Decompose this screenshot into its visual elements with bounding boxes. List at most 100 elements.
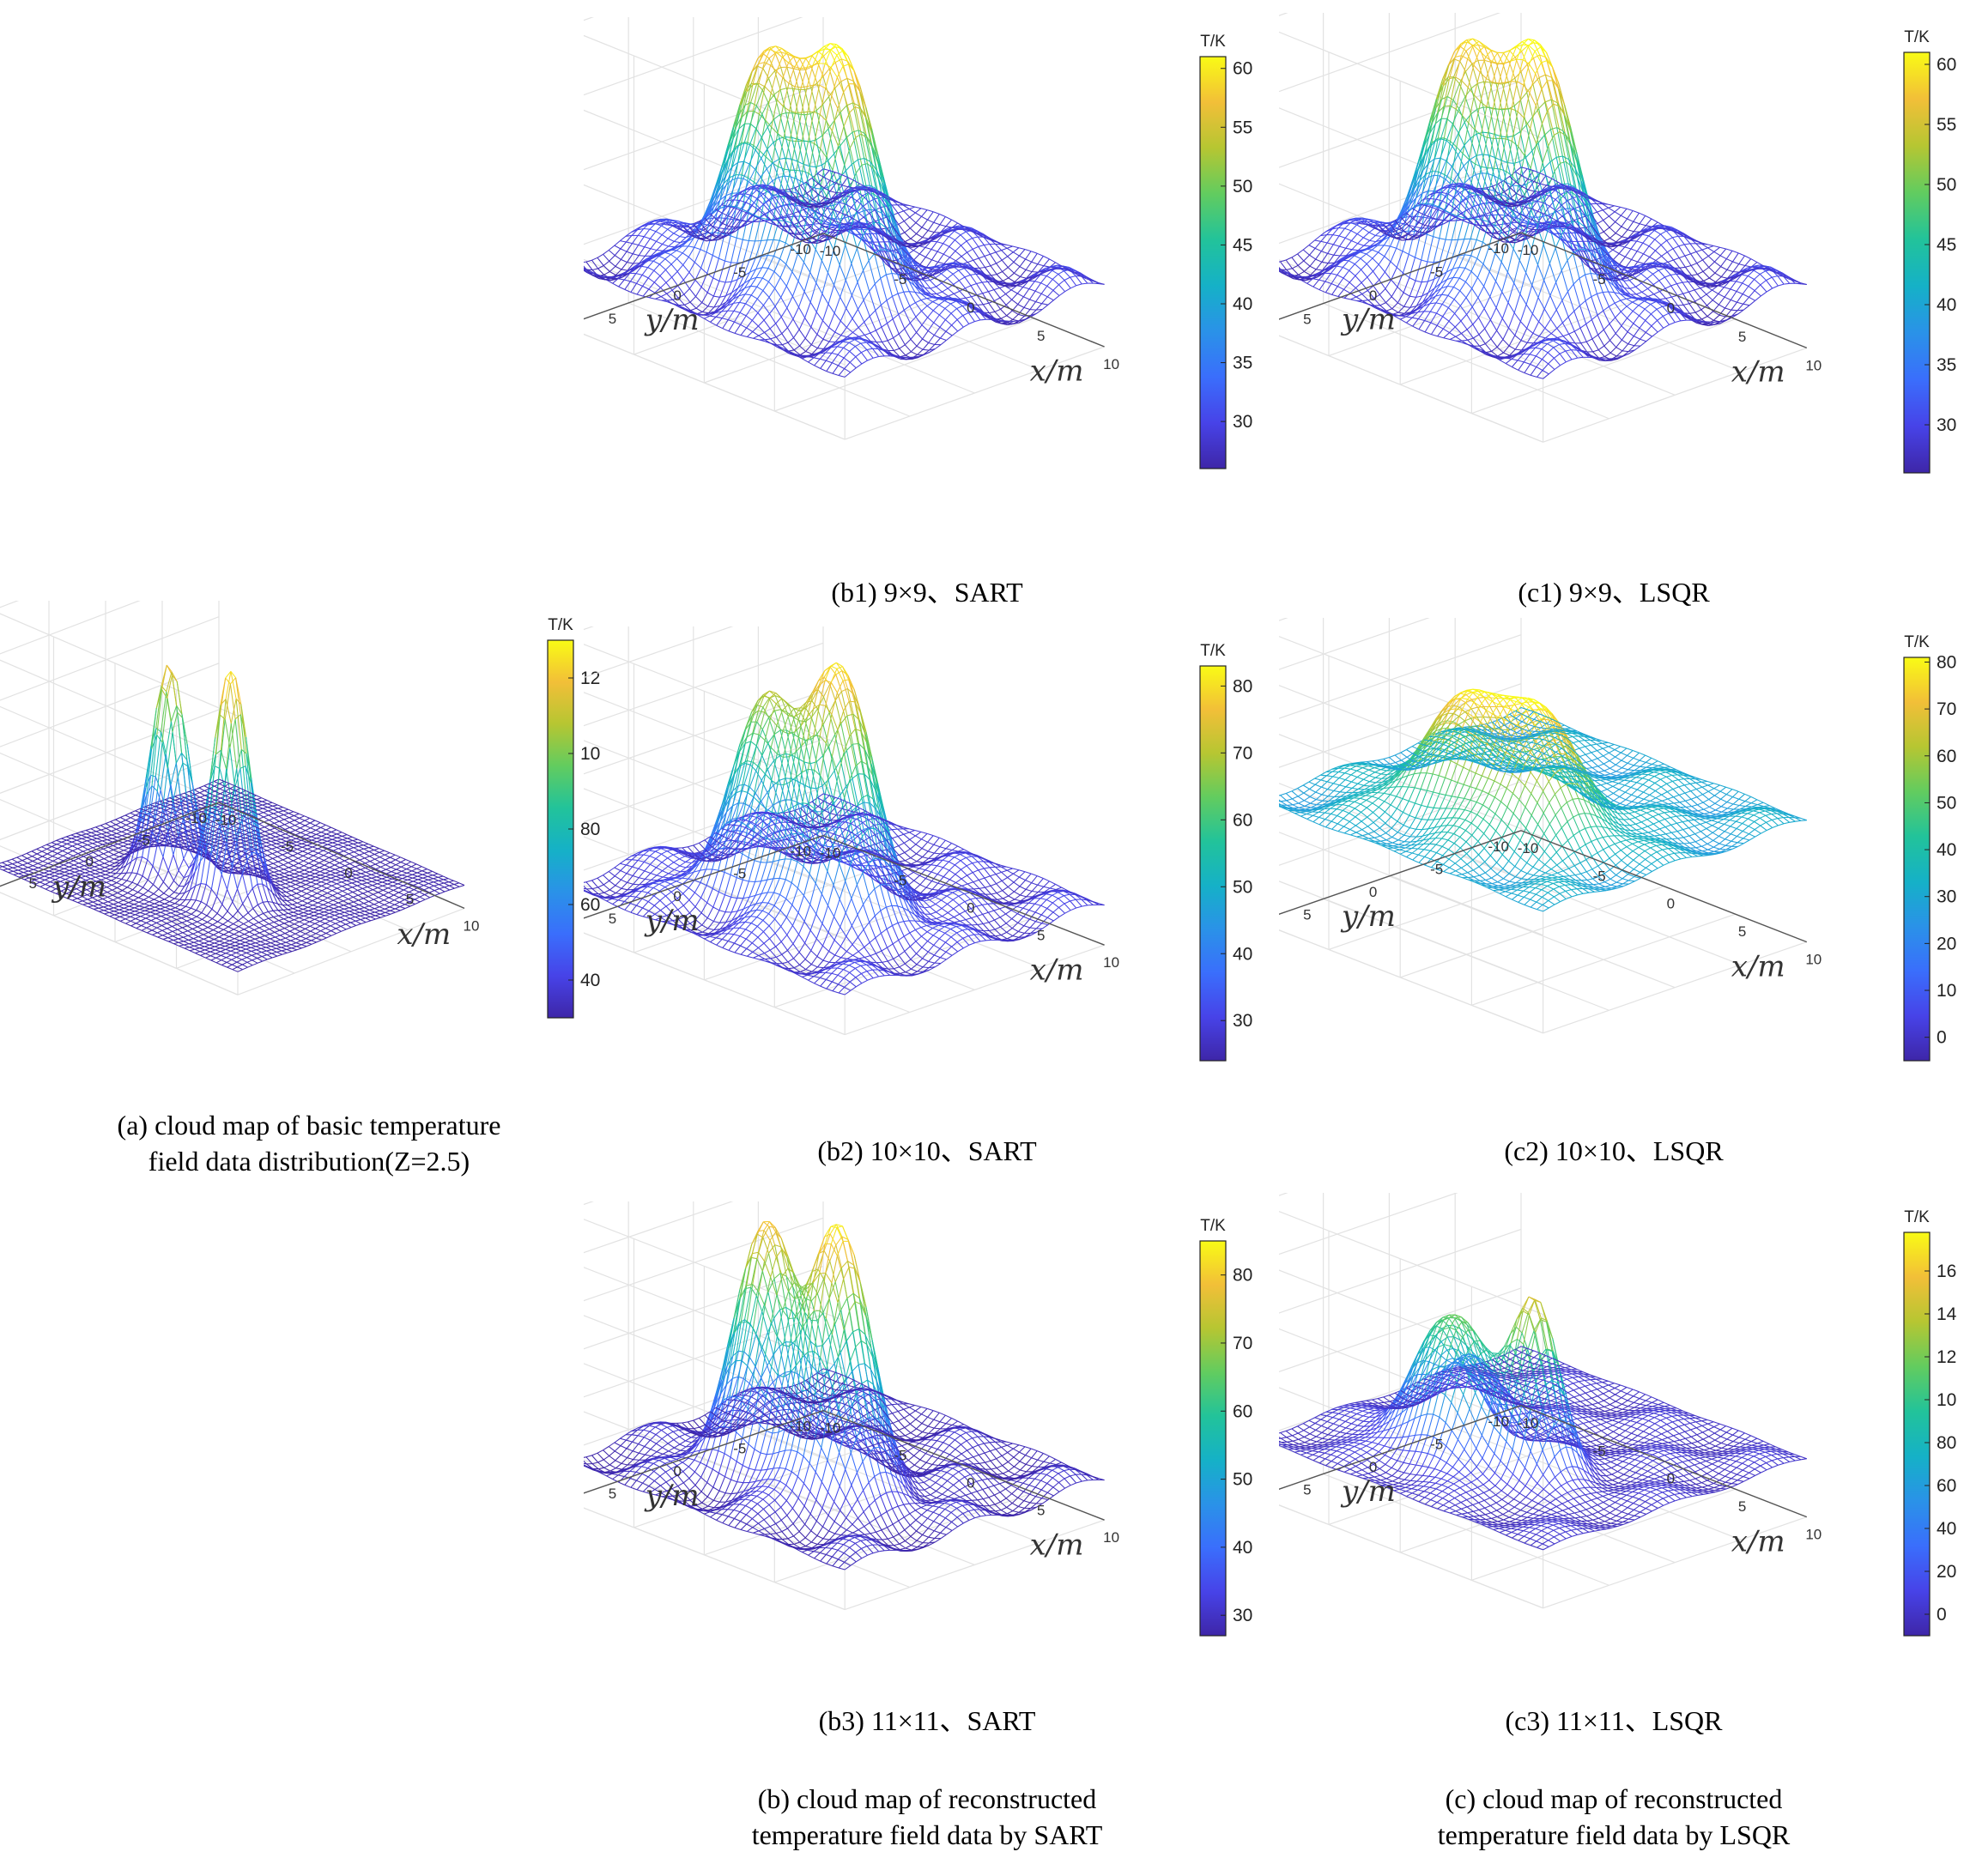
y-tick-label: -10 — [1488, 1413, 1509, 1430]
caption-b1: (b1) 9×9、SART — [670, 571, 1185, 610]
axis-lines — [1279, 1405, 1808, 1518]
x-tick-label: -5 — [281, 838, 294, 855]
surface-mesh — [1279, 1296, 1807, 1551]
surface-chart-b2: -10-505101050-5-10200300400500600700800T… — [584, 626, 1253, 1062]
y-tick-label: 0 — [673, 287, 681, 304]
y-tick-label: -5 — [1430, 264, 1443, 281]
colorbar-tick-label: 350 — [1233, 354, 1253, 373]
colorbar-tick-label: 600 — [1937, 1476, 1957, 1496]
x-axis-label: x/m — [1731, 1525, 1785, 1559]
y-tick-label: -10 — [790, 241, 811, 257]
colorbar-tick-label: 0 — [1937, 1605, 1947, 1625]
x-tick-label: -10 — [820, 1420, 841, 1437]
caption-a-line-1: (a) cloud map of basic temperature — [43, 1107, 575, 1143]
colorbar-title: T/K — [1200, 642, 1226, 660]
colorbar-tick-label: 800 — [1233, 676, 1253, 696]
surface-chart-a: -10-505101050-5-102004006008001000120014… — [0, 601, 601, 1019]
x-tick-label: 10 — [1805, 1527, 1822, 1543]
x-tick-label: -10 — [820, 243, 841, 259]
panel-b1: -10-505101050-5-10200300400500600T/Kx/my… — [584, 17, 1253, 532]
colorbar-tick-label: 400 — [1233, 944, 1253, 964]
x-tick-label: 10 — [1103, 356, 1119, 372]
x-tick-label: -10 — [820, 845, 841, 862]
y-tick-label: 5 — [609, 1486, 616, 1502]
x-tick-label: 5 — [1037, 927, 1045, 943]
surface-mesh — [1279, 38, 1807, 379]
x-tick-label: 5 — [1037, 328, 1045, 344]
x-tick-label: -10 — [1518, 840, 1539, 856]
y-axis-label: y/m — [1340, 899, 1396, 934]
x-tick-label: 0 — [967, 1474, 974, 1491]
colorbar-tick-label: 400 — [580, 971, 601, 990]
y-tick-label: -5 — [733, 1441, 746, 1457]
x-tick-label: -5 — [894, 1448, 906, 1464]
surface-mesh — [584, 662, 1105, 995]
y-axis-label: y/m — [644, 904, 700, 938]
colorbar — [1199, 56, 1227, 469]
y-tick-label: -10 — [790, 844, 811, 860]
colorbar-tick-label: 800 — [1937, 652, 1957, 672]
x-axis-label: x/m — [1030, 953, 1084, 988]
caption-b2: (b2) 10×10、SART — [670, 1129, 1185, 1169]
colorbar-tick-label: 300 — [1233, 412, 1253, 432]
group-caption-c-line-1: (c) cloud map of reconstructed — [1356, 1781, 1871, 1817]
colorbar-title: T/K — [548, 616, 573, 634]
x-tick-label: 0 — [1667, 896, 1675, 912]
colorbar-tick-label: 200 — [1937, 934, 1957, 953]
x-tick-label: 0 — [344, 865, 352, 881]
colorbar — [1903, 1232, 1931, 1637]
x-tick-label: 0 — [1667, 300, 1675, 316]
colorbar-tick-label: 1200 — [1937, 1347, 1957, 1367]
colorbar-tick-label: 700 — [1233, 743, 1253, 763]
x-tick-label: 5 — [1738, 923, 1746, 940]
colorbar-tick-label: 300 — [1233, 1606, 1253, 1625]
colorbar-tick-label: 600 — [1233, 1401, 1253, 1421]
colorbar-tick-label: 300 — [1233, 1011, 1253, 1031]
colorbar-tick-label: 600 — [1937, 55, 1957, 75]
surface-chart-c2: -10-505101050-5-10-20002004006008001000T… — [1279, 618, 1957, 1062]
colorbar-tick-label: 200 — [1937, 1562, 1957, 1582]
colorbar-title: T/K — [1904, 633, 1930, 651]
caption-a: (a) cloud map of basic temperature field… — [43, 1107, 575, 1179]
colorbar-tick-label: 1600 — [1937, 1262, 1957, 1281]
x-tick-label: -10 — [215, 812, 237, 828]
colorbar-tick-label: 500 — [1937, 793, 1957, 813]
x-tick-label: 10 — [1103, 1529, 1119, 1546]
colorbar-title: T/K — [1200, 33, 1226, 51]
panel-b3: -10-505101050-5-10200300400500600700800T… — [584, 1201, 1253, 1699]
y-tick-label: -5 — [137, 832, 150, 848]
colorbar-tick-label: 550 — [1233, 118, 1253, 137]
y-tick-label: -10 — [1488, 838, 1509, 855]
colorbar-tick-label: 0 — [1937, 1028, 1947, 1048]
x-tick-label: -5 — [894, 271, 906, 287]
axis-lines — [0, 802, 465, 910]
panel-a: -10-505101050-5-102004006008001000120014… — [0, 601, 601, 1081]
y-tick-label: 5 — [1303, 1481, 1311, 1498]
colorbar-tick-label: 400 — [1937, 295, 1957, 315]
caption-c1: (c1) 9×9、LSQR — [1356, 571, 1871, 610]
y-tick-label: -5 — [733, 866, 746, 882]
colorbar-title: T/K — [1904, 1208, 1930, 1226]
y-tick-label: 0 — [86, 854, 94, 870]
y-axis-label: y/m — [1340, 303, 1396, 337]
colorbar-tick-label: 1000 — [1937, 1390, 1957, 1410]
colorbar-tick-label: 350 — [1937, 355, 1957, 375]
colorbar-tick-label: 300 — [1937, 415, 1957, 435]
y-axis-label: y/m — [644, 1479, 700, 1513]
caption-c2: (c2) 10×10、LSQR — [1356, 1129, 1871, 1169]
axes-grid — [584, 1201, 1105, 1611]
colorbar-tick-label: 1000 — [580, 744, 601, 764]
colorbar — [1199, 1240, 1227, 1637]
axis-lines — [1279, 232, 1808, 349]
y-tick-label: 0 — [673, 888, 681, 905]
colorbar — [1199, 665, 1227, 1062]
colorbar-tick-label: 550 — [1937, 115, 1957, 135]
x-axis-label: x/m — [1030, 354, 1084, 389]
colorbar-tick-label: 100 — [1937, 981, 1957, 1001]
caption-a-line-2: field data distribution(Z=2.5) — [43, 1143, 575, 1179]
y-axis-label: y/m — [644, 303, 700, 337]
x-tick-label: 10 — [1103, 954, 1119, 971]
caption-b3: (b3) 11×11、SART — [670, 1699, 1185, 1739]
y-tick-label: 5 — [1303, 906, 1311, 923]
colorbar-tick-label: 600 — [580, 895, 601, 915]
